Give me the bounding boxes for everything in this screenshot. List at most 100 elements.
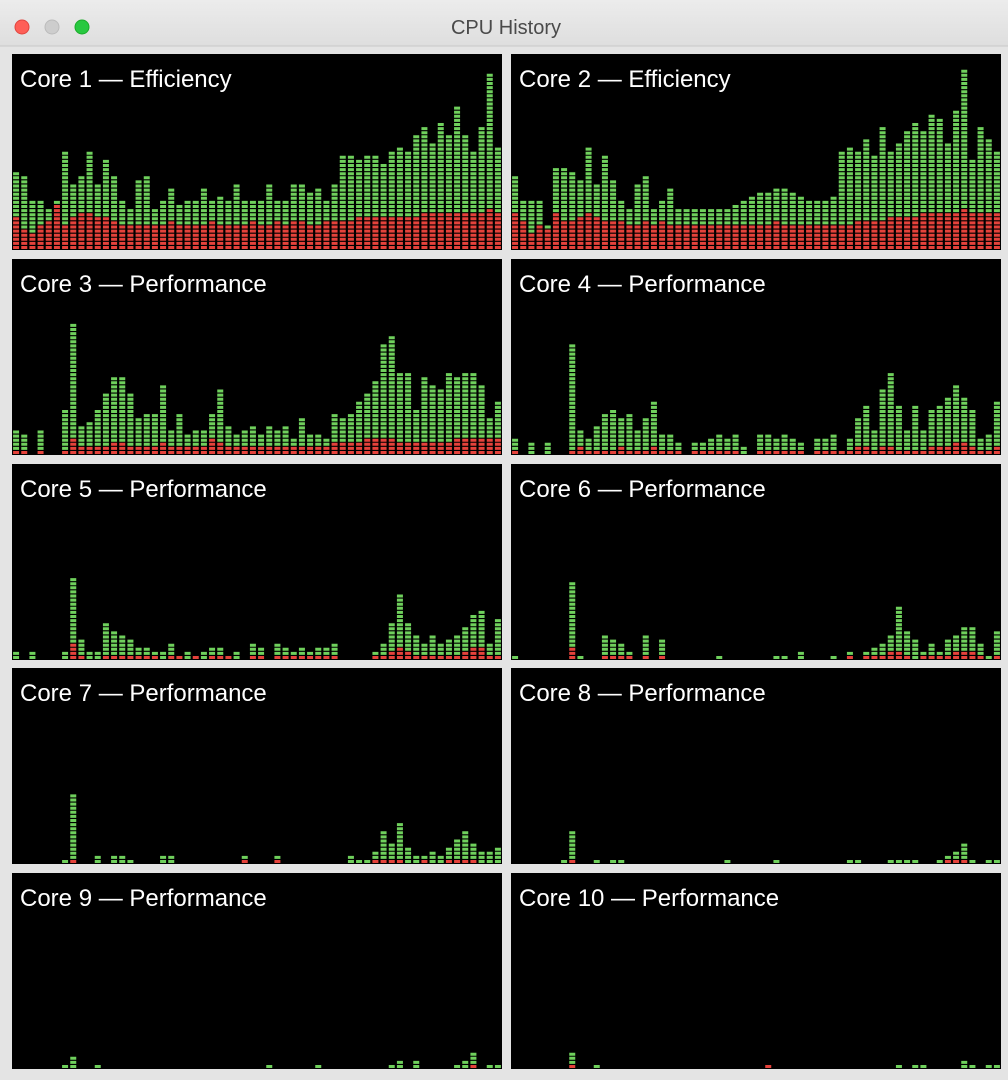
user-load	[94, 410, 101, 446]
user-load	[94, 1065, 101, 1068]
user-load	[249, 643, 256, 655]
user-load	[396, 1060, 403, 1068]
system-load	[119, 442, 126, 454]
user-load	[740, 200, 747, 225]
system-load	[512, 451, 519, 454]
user-load	[577, 430, 584, 446]
system-load	[413, 442, 420, 454]
system-load	[593, 217, 600, 249]
system-load	[331, 221, 338, 249]
system-load	[675, 451, 682, 454]
user-load	[135, 647, 142, 655]
user-load	[282, 200, 289, 225]
system-load	[470, 213, 477, 249]
system-load	[192, 225, 199, 249]
system-load	[683, 225, 690, 249]
system-load	[70, 643, 77, 659]
core-panel: Core 9 — Performance	[12, 873, 502, 1069]
user-load	[298, 184, 305, 221]
user-load	[62, 860, 69, 863]
system-load	[822, 225, 829, 249]
system-load	[429, 656, 436, 659]
user-load	[249, 426, 256, 446]
user-load	[969, 410, 976, 446]
user-load	[961, 397, 968, 442]
user-load	[45, 209, 52, 221]
user-load	[732, 205, 739, 225]
system-load	[520, 221, 527, 249]
user-load	[405, 151, 412, 217]
system-load	[396, 217, 403, 249]
system-load	[388, 651, 395, 659]
system-load	[879, 656, 886, 659]
system-load	[421, 860, 428, 863]
system-load	[380, 656, 387, 659]
user-load	[241, 430, 248, 446]
user-load	[904, 430, 911, 450]
window-title: CPU History	[451, 17, 561, 39]
system-load	[200, 446, 207, 454]
user-load	[961, 843, 968, 859]
system-load	[650, 446, 657, 454]
user-load	[258, 647, 265, 655]
user-load	[993, 1065, 1000, 1068]
user-load	[569, 582, 576, 647]
system-load	[667, 225, 674, 249]
user-load	[421, 855, 428, 859]
system-load	[233, 225, 240, 249]
core-panel: Core 10 — Performance	[511, 873, 1001, 1069]
user-load	[388, 843, 395, 859]
user-load	[936, 651, 943, 655]
system-load	[70, 860, 77, 863]
user-load	[953, 635, 960, 651]
user-load	[650, 209, 657, 225]
user-load	[846, 860, 853, 863]
user-load	[912, 1065, 919, 1068]
user-load	[445, 639, 452, 655]
user-load	[585, 147, 592, 213]
system-load	[732, 451, 739, 454]
close-button[interactable]	[14, 19, 30, 35]
user-load	[781, 188, 788, 225]
user-load	[445, 373, 452, 442]
user-load	[86, 422, 93, 446]
system-load	[94, 217, 101, 249]
system-load	[356, 442, 363, 454]
system-load	[135, 446, 142, 454]
user-load	[830, 196, 837, 225]
system-load	[21, 229, 28, 249]
minimize-button[interactable]	[44, 19, 60, 35]
user-load	[445, 135, 452, 213]
user-load	[887, 860, 894, 863]
user-load	[675, 442, 682, 450]
user-load	[405, 847, 412, 863]
user-load	[773, 438, 780, 450]
core-panel: Core 6 — Performance	[511, 464, 1001, 660]
system-load	[699, 225, 706, 249]
system-load	[119, 225, 126, 249]
core-title: Core 2 — Efficiency	[519, 66, 731, 93]
system-load	[977, 451, 984, 454]
user-load	[494, 401, 501, 438]
user-load	[618, 200, 625, 221]
user-load	[86, 651, 93, 659]
panel-background	[511, 464, 1001, 660]
user-load	[184, 200, 191, 225]
system-load	[388, 438, 395, 454]
user-load	[691, 442, 698, 450]
system-load	[797, 451, 804, 454]
system-load	[176, 446, 183, 454]
user-load	[62, 1065, 69, 1068]
zoom-button[interactable]	[74, 19, 90, 35]
system-load	[266, 225, 273, 249]
user-load	[209, 414, 216, 438]
system-load	[437, 442, 444, 454]
system-load	[388, 860, 395, 863]
user-load	[143, 414, 150, 446]
user-load	[347, 155, 354, 221]
user-load	[372, 155, 379, 217]
user-load	[781, 656, 788, 659]
system-load	[307, 446, 314, 454]
user-load	[961, 627, 968, 651]
